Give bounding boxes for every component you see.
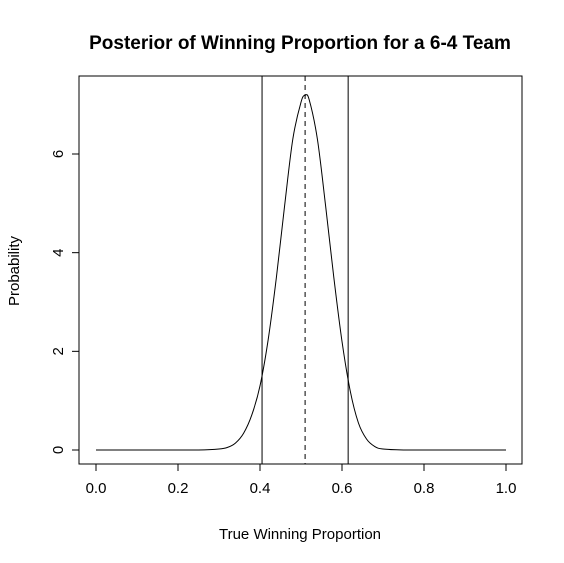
reference-lines [261,76,349,464]
y-axis: 0 2 4 6 [50,150,80,454]
x-axis: 0.0 0.2 0.4 0.6 0.8 1.0 [86,463,517,497]
x-tick-label: 0.6 [332,480,353,497]
y-tick-label: 4 [50,248,67,256]
x-tick-label: 0.0 [86,480,107,497]
chart-title: Posterior of Winning Proportion for a 6-… [89,33,511,54]
y-tick-label: 0 [50,446,67,454]
y-tick-label: 6 [50,150,67,158]
x-tick-label: 1.0 [496,480,517,497]
plot-box [78,75,523,465]
x-axis-label: True Winning Proportion [219,526,381,543]
y-axis-label: Probability [6,235,23,306]
posterior-density-curve [95,94,506,451]
x-tick-label: 0.8 [414,480,435,497]
x-tick-label: 0.4 [250,480,271,497]
y-tick-label: 2 [50,347,67,355]
x-tick-label: 0.2 [168,480,189,497]
